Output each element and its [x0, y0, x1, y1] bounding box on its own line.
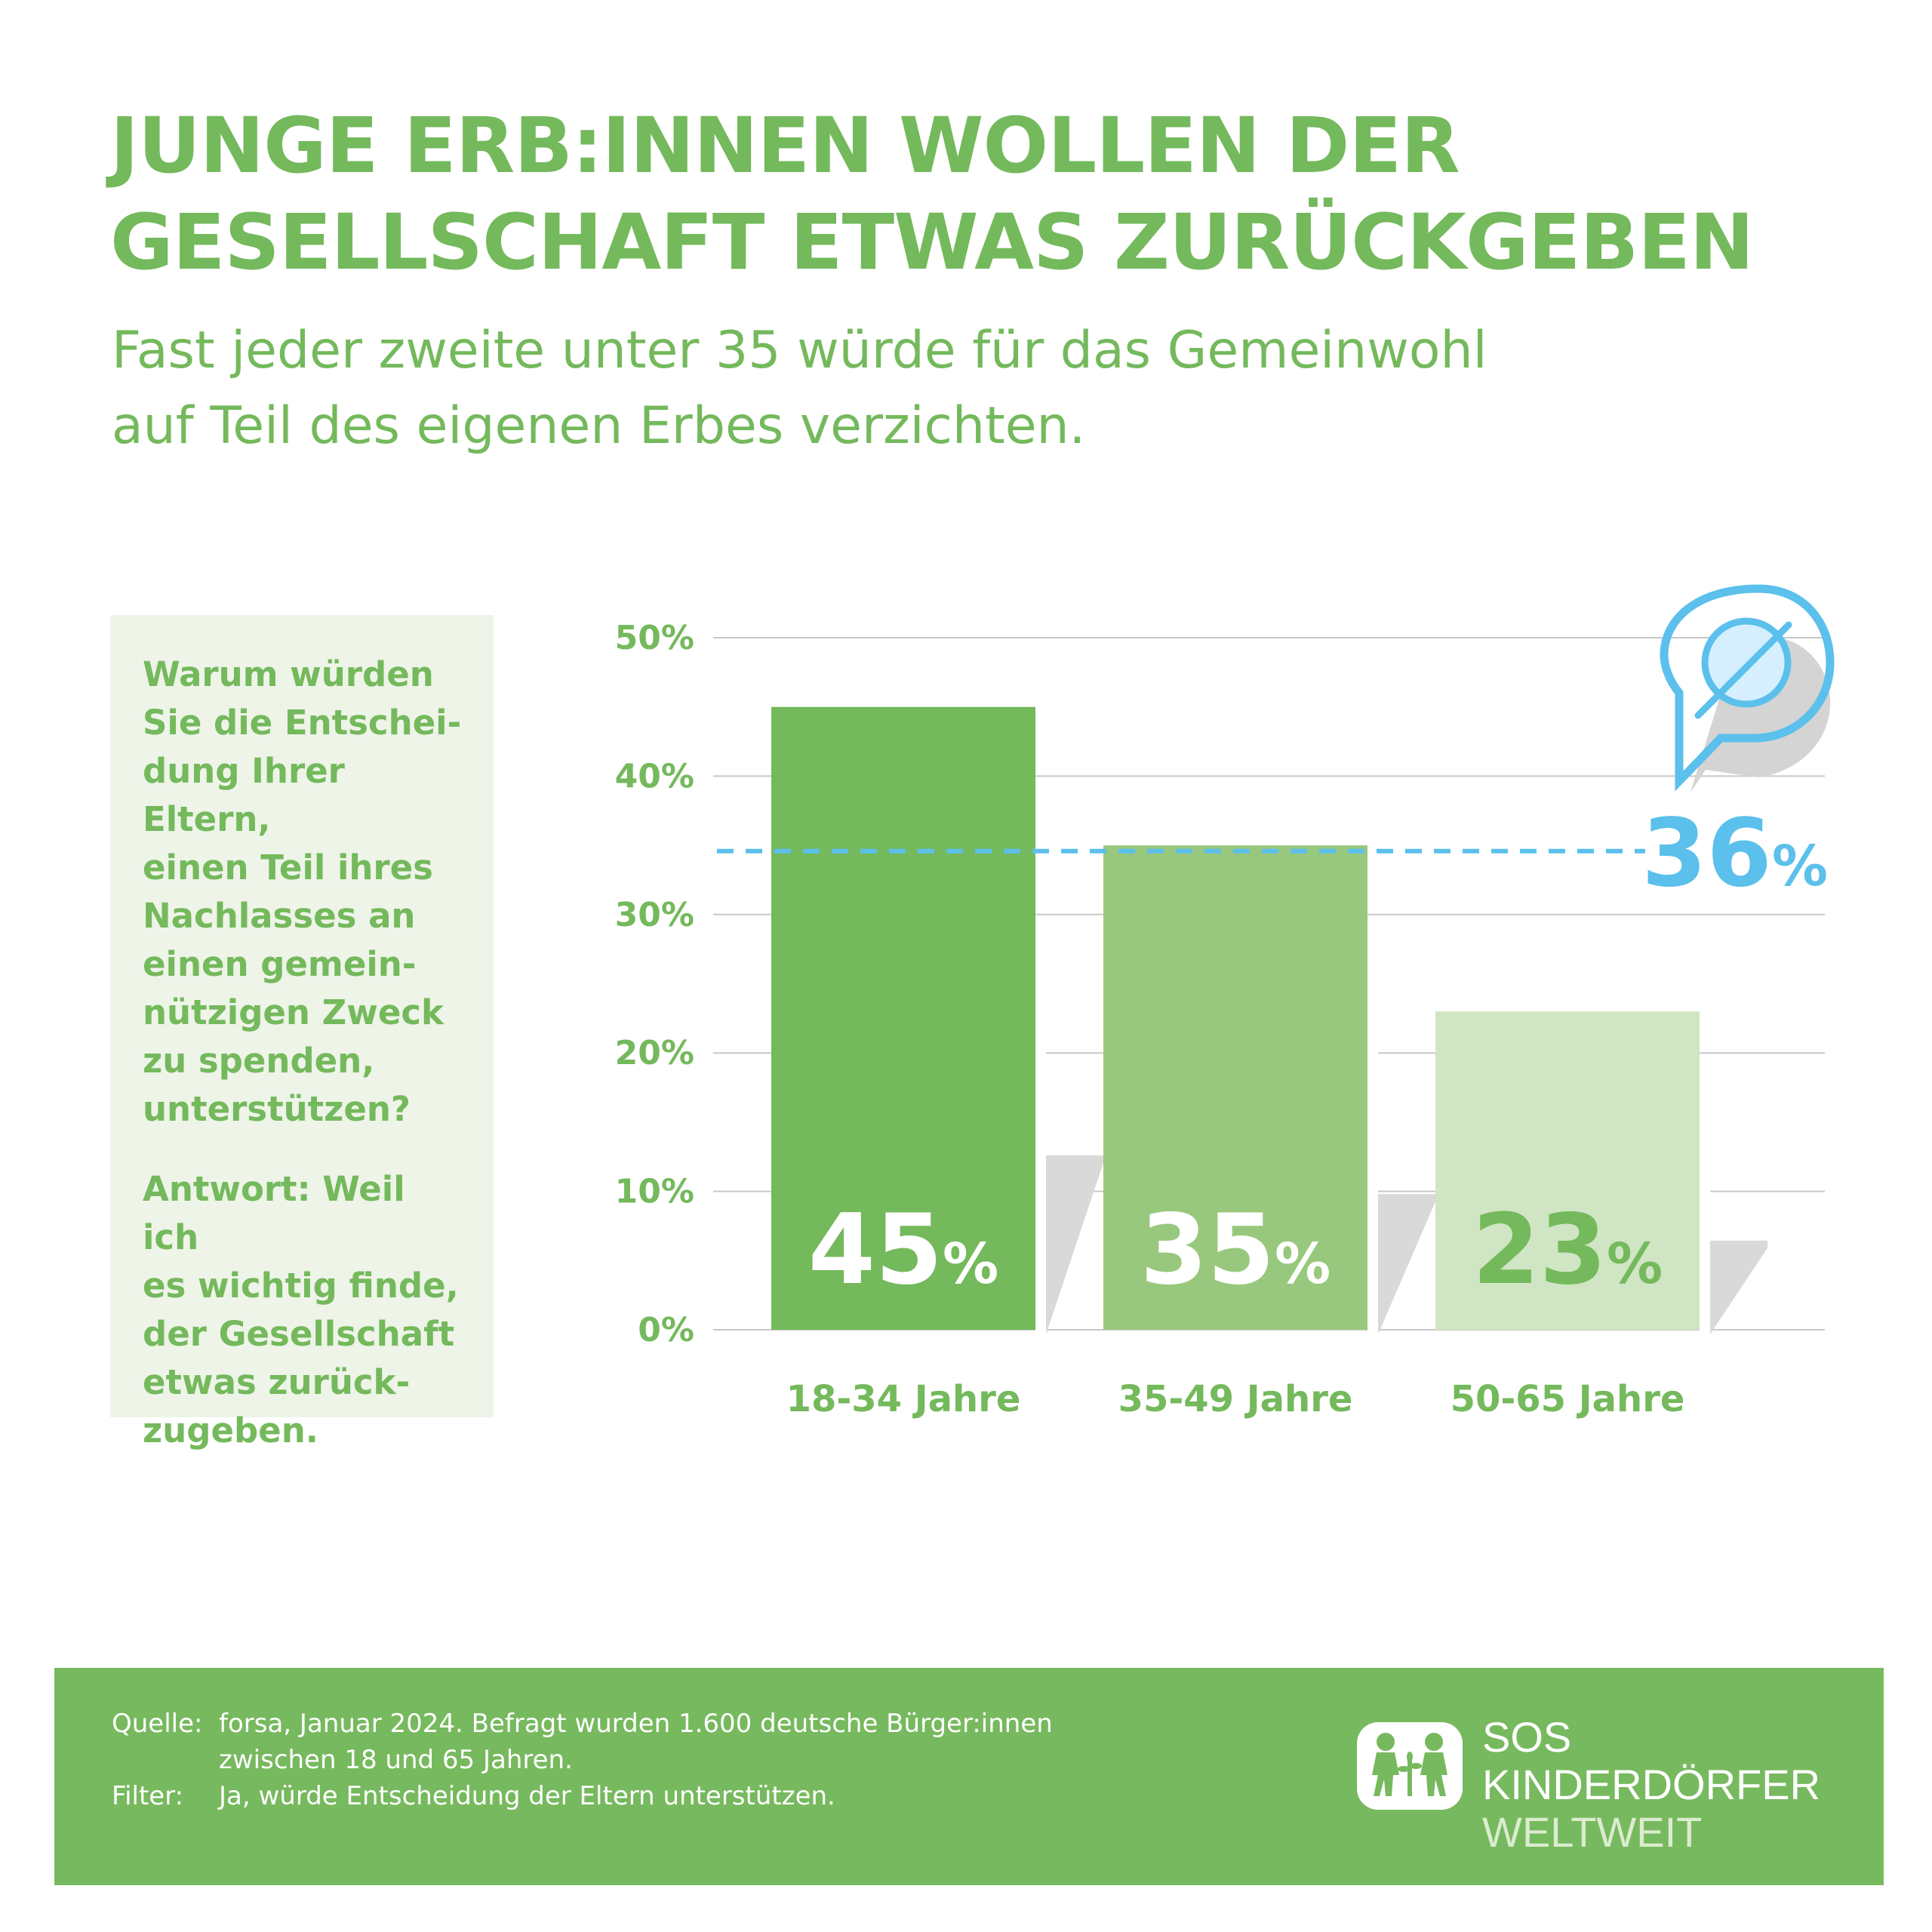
bar-chart: 0% 10% 20% 30% 40% 50% 18-34 Jahre 35-49 Jahre…	[615, 584, 1835, 1420]
y-tick-label: 40%	[615, 757, 694, 795]
answer-text: Antwort: Weil ich es wichtig finde, der …	[143, 1169, 459, 1451]
bar	[1103, 845, 1367, 1330]
title-line-2: GESELLSCHAFT ETWAS ZURÜCKGEBEN	[110, 198, 1754, 288]
logo-wordmark: SOS KINDERDÖRFER WELTWEIT	[1482, 1713, 1820, 1856]
source-text-1: forsa, Januar 2024. Befragt wurden 1.600…	[219, 1709, 1053, 1739]
title-line-1: JUNGE ERB:INNEN WOLLEN DER	[110, 101, 1460, 191]
question-box: Warum würden Sie die Entschei- dung Ihre…	[110, 615, 494, 1451]
subtitle-line-2: auf Teil des eigenen Erbes verzichten.	[112, 396, 1086, 456]
bar-shadow	[1710, 1240, 1767, 1334]
bar	[771, 706, 1035, 1330]
bar-shadow	[1378, 1194, 1435, 1334]
filter-label: Filter:	[112, 1781, 184, 1811]
bar-value-label: 45%	[808, 1194, 998, 1306]
subtitle: Fast jeder zweite unter 35 würde für das…	[112, 313, 1772, 464]
y-tick-label: 20%	[615, 1034, 694, 1072]
logo-line-3: WELTWEIT	[1482, 1808, 1703, 1856]
logo-line-1: SOS	[1482, 1713, 1572, 1761]
average-label: 36%	[1641, 799, 1828, 908]
category-label: 50-65 Jahre	[1451, 1378, 1685, 1420]
y-tick-label: 0%	[638, 1311, 694, 1349]
bar-gap	[1035, 948, 1046, 1331]
bubble-shadow	[1690, 636, 1831, 792]
y-tick-label: 30%	[615, 896, 694, 934]
logo-line-2: KINDERDÖRFER	[1482, 1761, 1821, 1808]
source-text-2: zwischen 18 und 65 Jahren.	[219, 1745, 573, 1775]
subtitle-line-1: Fast jeder zweite unter 35 würde für das…	[112, 321, 1487, 380]
children-logo-icon	[1357, 1722, 1463, 1810]
page-title: JUNGE ERB:INNEN WOLLEN DER GESELLSCHAFT …	[110, 98, 1846, 291]
source-label: Quelle:	[112, 1709, 203, 1739]
speech-bubble-icon	[1660, 584, 1835, 792]
source-note: Quelle: forsa, Januar 2024. Befragt wurd…	[112, 1706, 1093, 1814]
bar-gap	[1700, 1131, 1710, 1331]
category-label: 35-49 Jahre	[1118, 1378, 1353, 1420]
bar-shadow	[1046, 1155, 1103, 1334]
category-label: 18-34 Jahre	[786, 1378, 1021, 1420]
slash-icon	[1694, 621, 1792, 719]
question-text: Warum würden Sie die Entschei- dung Ihre…	[143, 654, 462, 1129]
sos-logo: SOS KINDERDÖRFER WELTWEIT	[1357, 1713, 1885, 1864]
bar-gap	[1367, 1031, 1378, 1331]
no-inheritance-icon	[1660, 584, 1835, 792]
bar	[1435, 1011, 1700, 1330]
bar-value-label: 35%	[1140, 1194, 1331, 1306]
y-tick-label: 50%	[615, 619, 694, 657]
bar-value-label: 23%	[1472, 1194, 1663, 1306]
filter-text: Ja, würde Entscheidung der Eltern unters…	[219, 1781, 835, 1811]
y-tick-label: 10%	[615, 1173, 694, 1211]
footer: Quelle: forsa, Januar 2024. Befragt wurd…	[54, 1668, 1884, 1885]
